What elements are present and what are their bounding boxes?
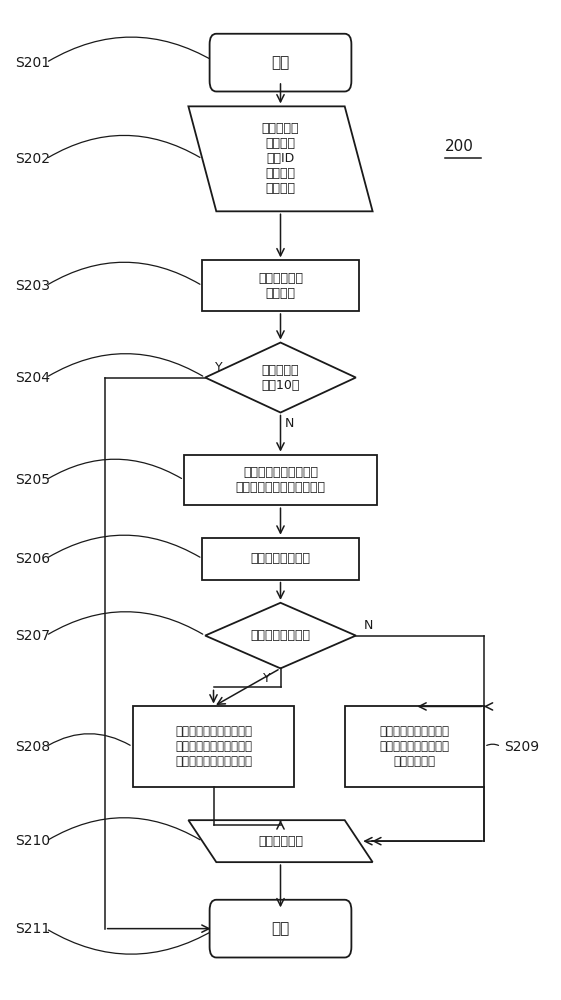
Text: S201: S201 — [15, 56, 50, 70]
Text: Y: Y — [215, 361, 223, 374]
Text: 200: 200 — [445, 139, 474, 154]
Text: Y: Y — [263, 672, 270, 685]
Text: S211: S211 — [15, 922, 50, 936]
Text: S208: S208 — [15, 740, 50, 754]
Text: 抓拍人脸图
抓拍时间
设备ID
设备名称
设备类型: 抓拍人脸图 抓拍时间 设备ID 设备名称 设备类型 — [262, 122, 299, 195]
Text: 数据进行存储: 数据进行存储 — [258, 835, 303, 848]
FancyBboxPatch shape — [210, 34, 351, 91]
Text: S202: S202 — [15, 152, 50, 166]
Text: S209: S209 — [504, 740, 539, 754]
Text: S203: S203 — [15, 279, 50, 293]
Text: 更新主图年龄、性别、
出现天数、是否进店、
最后抓拍时间: 更新主图年龄、性别、 出现天数、是否进店、 最后抓拍时间 — [379, 725, 449, 768]
Text: 抓拍人脸图片
质量计算: 抓拍人脸图片 质量计算 — [258, 272, 303, 300]
Bar — [344, 706, 484, 787]
Polygon shape — [205, 603, 356, 668]
Polygon shape — [188, 820, 373, 862]
FancyBboxPatch shape — [210, 900, 351, 957]
Polygon shape — [188, 106, 373, 211]
Bar — [203, 260, 358, 311]
Text: 是否新增聚集主体: 是否新增聚集主体 — [251, 629, 310, 642]
Text: 质量分是否
小于10分: 质量分是否 小于10分 — [261, 364, 300, 392]
Text: S210: S210 — [15, 834, 50, 848]
Text: S204: S204 — [15, 371, 50, 385]
Text: 抓拍人脸图片属性分析
（性别、年龄、人脸特征）: 抓拍人脸图片属性分析 （性别、年龄、人脸特征） — [236, 466, 325, 494]
Bar — [132, 706, 295, 787]
Text: 抓拍人脸聚类处理: 抓拍人脸聚类处理 — [251, 552, 310, 565]
Polygon shape — [205, 343, 356, 413]
Text: S205: S205 — [15, 473, 50, 487]
Text: 开始: 开始 — [272, 55, 289, 70]
Bar — [184, 455, 377, 505]
Text: N: N — [285, 417, 295, 430]
Text: S207: S207 — [15, 629, 50, 643]
Text: 结束: 结束 — [272, 921, 289, 936]
Text: N: N — [364, 619, 373, 632]
Text: 新增主图年龄、性别、出
现天数、是否进店、最后
抓拍时间、首次出现时间: 新增主图年龄、性别、出 现天数、是否进店、最后 抓拍时间、首次出现时间 — [175, 725, 252, 768]
Text: S206: S206 — [15, 552, 50, 566]
Bar — [203, 538, 358, 580]
